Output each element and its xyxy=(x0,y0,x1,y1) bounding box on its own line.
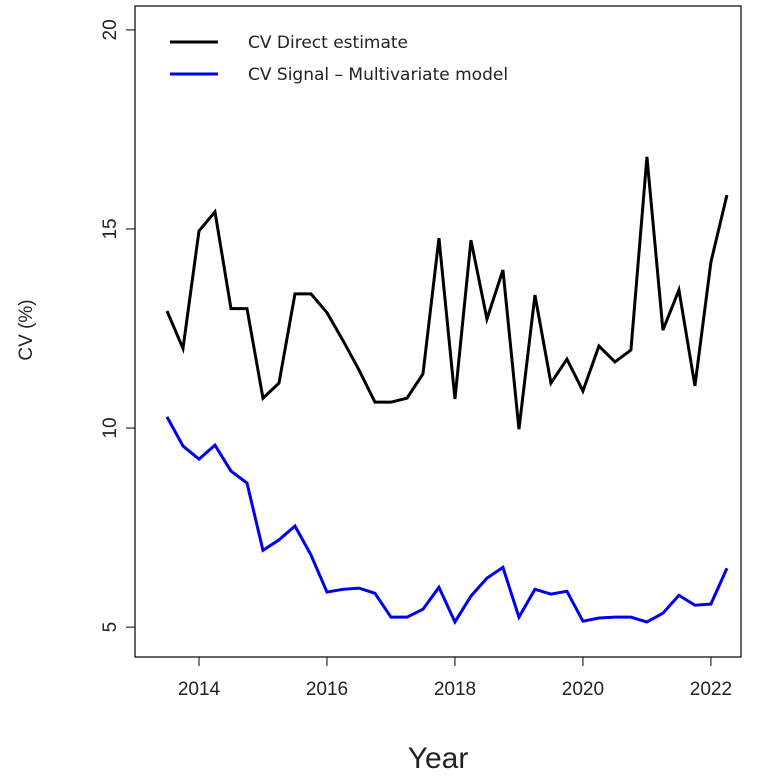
plot-frame xyxy=(134,5,742,658)
y-tick-label: 5 xyxy=(100,622,121,633)
x-tick-label: 2014 xyxy=(178,679,221,700)
x-tick-label: 2022 xyxy=(690,679,732,700)
y-axis-label: CV (%) xyxy=(16,299,37,360)
y-tick-label: 20 xyxy=(100,19,121,40)
y-tick-label: 10 xyxy=(100,417,121,438)
x-tick-label: 2018 xyxy=(434,679,476,700)
x-axis-label: Year xyxy=(408,742,469,775)
legend-label: CV Direct estimate xyxy=(248,33,408,53)
y-tick-label: 15 xyxy=(100,218,121,239)
legend-label: CV Signal – Multivariate model xyxy=(248,65,508,85)
x-tick-label: 2020 xyxy=(562,679,604,700)
line-series xyxy=(165,416,729,626)
line-series xyxy=(165,156,729,430)
x-tick-label: 2016 xyxy=(306,679,348,700)
